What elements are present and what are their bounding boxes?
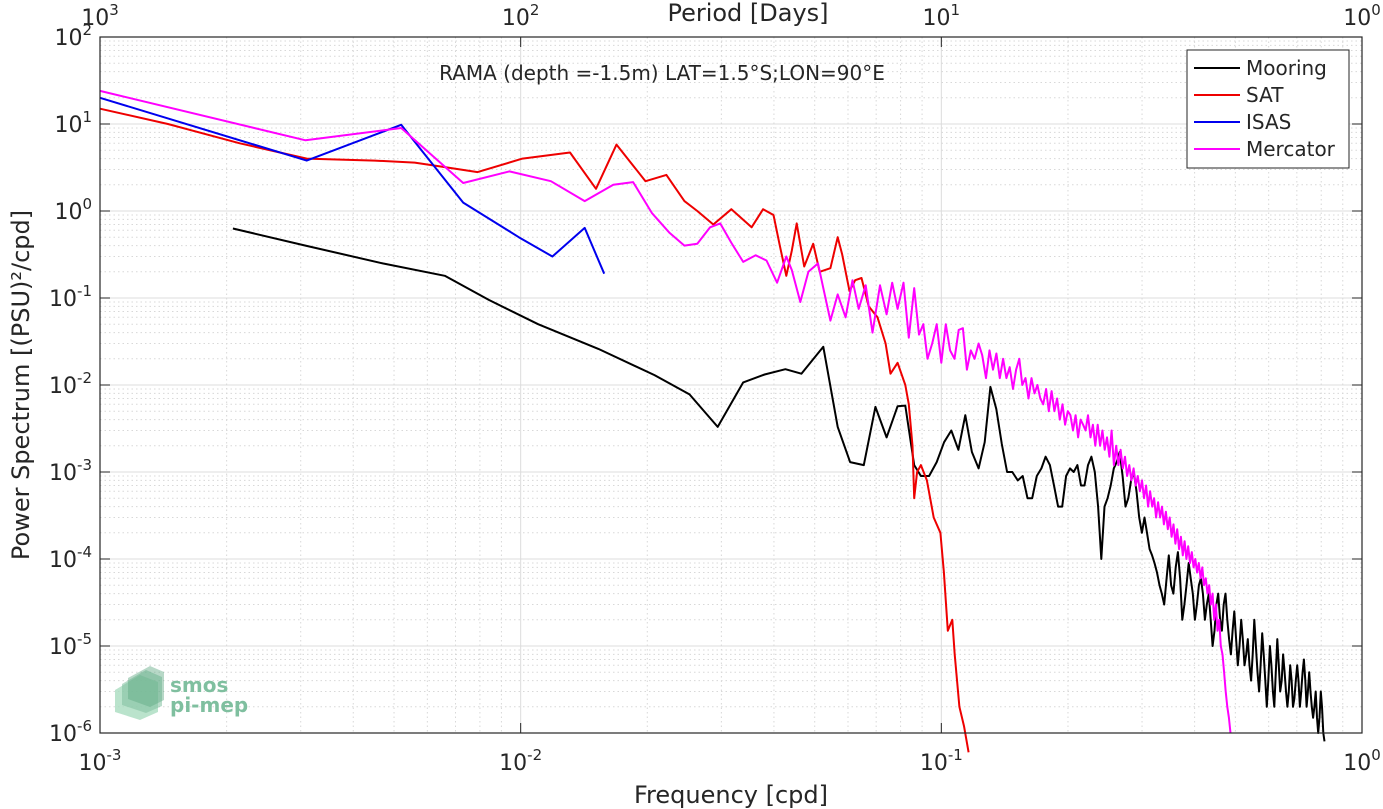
logo-line2: pi-mep [170,693,248,717]
x-tick-label: 10-2 [499,746,542,776]
legend-label-sat: SAT [1246,83,1284,107]
x-tick-label: 10-1 [920,746,963,776]
y-tick-label: 10-4 [49,543,92,573]
smos-pi-mep-logo: smos pi-mep [115,666,248,720]
y-tick-label: 10-5 [49,630,92,660]
y-tick-label: 102 [54,21,92,51]
legend-label-mercator: Mercator [1246,137,1336,161]
x2-tick-label: 103 [81,1,119,31]
x2-axis-label: Period [Days] [667,0,828,27]
y-tick-label: 10-2 [49,369,92,399]
x2-tick-labels: 103 102 101 100 [81,1,1381,31]
y-tick-label: 10-1 [49,282,92,312]
y-tick-label: 100 [54,195,92,225]
chart-title: RAMA (depth =-1.5m) LAT=1.5°S;LON=90°E [439,61,885,85]
y-tick-labels: 102 101 100 10-1 10-2 10-3 10-4 10-5 10-6 [49,21,92,747]
y-tick-label: 10-3 [49,456,92,486]
series-line-isas [99,96,606,275]
x-tick-label: 100 [1343,746,1381,776]
x-tick-labels: 10-3 10-2 10-1 100 [79,746,1381,776]
plot-frame [99,36,1363,734]
legend: Mooring SAT ISAS Mercator [1186,49,1350,169]
legend-label-isas: ISAS [1246,110,1291,134]
logo-line1: smos [170,673,228,697]
x2-tick-label: 101 [923,1,961,31]
y-tick-label: 101 [54,108,92,138]
series-layer [99,89,1326,753]
y-axis-label: Power Spectrum [(PSU)²/cpd] [7,210,35,560]
legend-label-mooring: Mooring [1246,56,1327,80]
x2-tick-label: 102 [502,1,540,31]
x2-tick-label: 100 [1343,1,1381,31]
x-axis-label: Frequency [cpd] [634,781,828,809]
x-tick-label: 10-3 [79,746,122,776]
series-line-mooring [232,227,1326,742]
series-line-mercator [99,89,1232,734]
y-tick-label: 10-6 [49,717,92,747]
